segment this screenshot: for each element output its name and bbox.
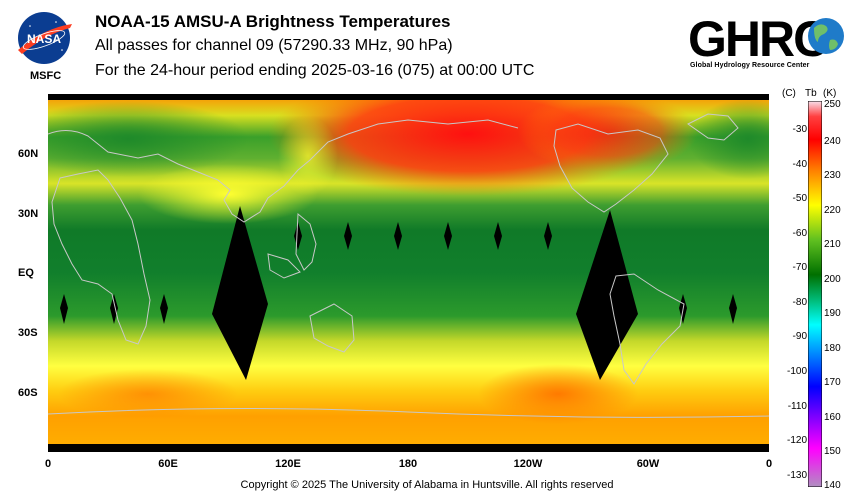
colorbar-tick-celsius: -50 <box>792 193 807 204</box>
channel-subtitle: All passes for channel 09 (57290.33 MHz,… <box>95 37 453 54</box>
colorbar-unit-tb: Tb <box>805 88 817 99</box>
colorbar <box>808 101 822 487</box>
lat-label-30s: 30S <box>18 327 38 339</box>
lon-label-60e: 60E <box>158 458 178 470</box>
colorbar-tick-kelvin: 200 <box>824 274 841 285</box>
colorbar-tick-celsius: -110 <box>787 401 807 412</box>
colorbar-tick-celsius: -80 <box>792 297 807 308</box>
colorbar-unit-celsius: (C) <box>782 88 796 99</box>
colorbar-tick-kelvin: 190 <box>824 308 841 319</box>
nasa-wordmark: NASA <box>27 32 61 46</box>
colorbar-tick-celsius: -90 <box>792 331 807 342</box>
colorbar-tick-celsius: -30 <box>792 124 807 135</box>
colorbar-tick-kelvin: 210 <box>824 239 841 250</box>
colorbar-tick-kelvin: 240 <box>824 136 841 147</box>
colorbar-unit-kelvin: (K) <box>823 88 837 99</box>
brightness-temperature-map <box>48 94 769 452</box>
colorbar-tick-celsius: -120 <box>786 435 807 446</box>
colorbar-tick-celsius: -60 <box>792 228 807 239</box>
colorbar-tick-kelvin: 180 <box>824 343 841 354</box>
lon-label-0-right: 0 <box>765 458 773 470</box>
lon-label-120e: 120E <box>275 458 301 470</box>
lat-label-60s: 60S <box>18 387 38 399</box>
lon-label-180: 180 <box>398 458 418 470</box>
msfc-label: MSFC <box>30 70 62 82</box>
colorbar-tick-kelvin: 170 <box>824 377 841 388</box>
lat-label-30n: 30N <box>18 208 39 220</box>
colorbar-tick-celsius: -100 <box>786 366 807 377</box>
page-title: NOAA-15 AMSU-A Brightness Temperatures <box>95 12 451 31</box>
colorbar-tick-kelvin: 160 <box>824 412 841 423</box>
ghrc-logo: GHRC <box>688 11 844 67</box>
colorbar-tick-kelvin: 220 <box>824 205 841 216</box>
lat-label-eq: EQ <box>18 267 34 279</box>
lon-label-0-left: 0 <box>44 458 52 470</box>
lon-label-120w: 120W <box>513 458 543 470</box>
colorbar-tick-kelvin: 250 <box>824 99 841 110</box>
period-subtitle: For the 24-hour period ending 2025-03-16… <box>95 62 535 79</box>
copyright-notice: Copyright © 2025 The University of Alaba… <box>240 479 614 491</box>
ghrc-wordmark: GHRC <box>688 11 828 67</box>
nasa-logo: NASA <box>18 12 72 64</box>
colorbar-tick-celsius: -130 <box>786 470 807 481</box>
ghrc-full-name: Global Hydrology Resource Center <box>690 62 810 69</box>
colorbar-tick-celsius: -70 <box>792 262 807 273</box>
lat-label-60n: 60N <box>18 148 39 160</box>
colorbar-tick-kelvin: 230 <box>824 170 841 181</box>
colorbar-tick-celsius: -40 <box>792 159 807 170</box>
colorbar-tick-kelvin: 150 <box>824 446 841 457</box>
lon-label-60w: 60W <box>636 458 660 470</box>
colorbar-tick-kelvin: 140 <box>824 480 841 491</box>
